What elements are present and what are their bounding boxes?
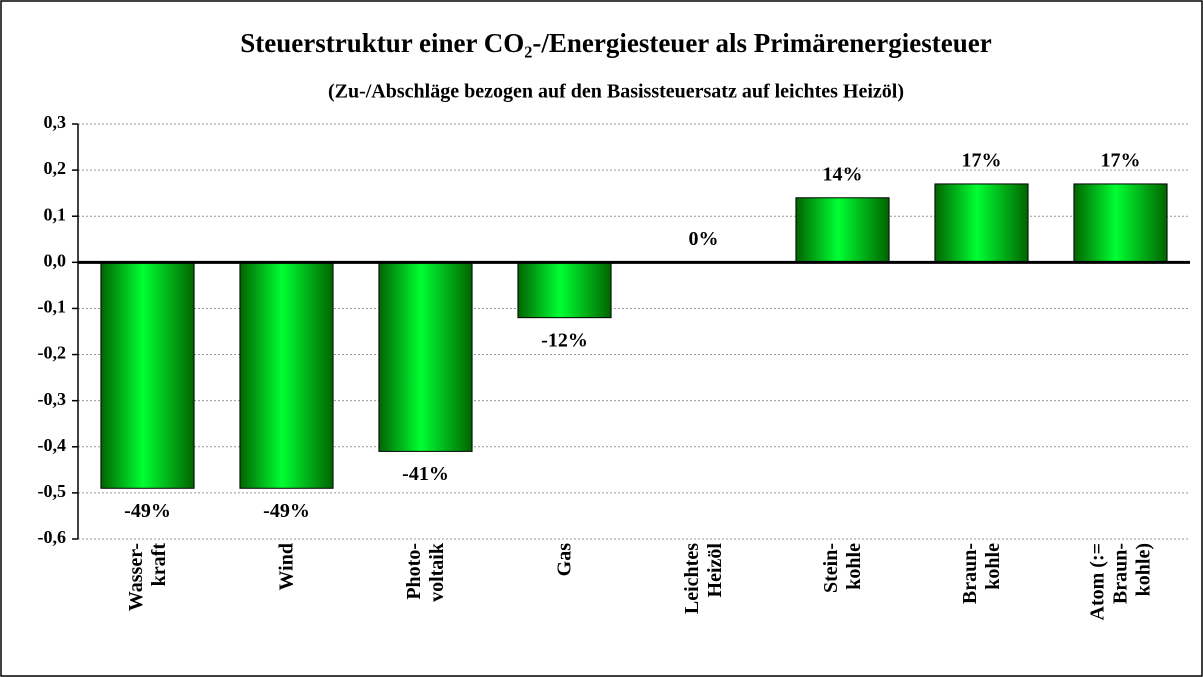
value-label: -49% (124, 500, 171, 522)
y-tick-label: 0,0 (44, 250, 67, 270)
value-label: 0% (689, 228, 719, 250)
y-tick-label: -0,5 (38, 481, 67, 501)
y-tick-label: 0,2 (44, 158, 67, 178)
x-tick-label: Wasser- kraft (124, 543, 170, 612)
y-tick-label: -0,1 (38, 297, 67, 317)
value-label: 14% (823, 163, 863, 185)
bar (517, 261, 612, 319)
x-tick-label: Wind (275, 543, 297, 591)
x-tick-label: Stein- kohle (819, 543, 865, 593)
bar (934, 183, 1029, 263)
chart-subtitle: (Zu-/Abschläge bezogen auf den Basissteu… (328, 81, 904, 103)
x-tick-label: Atom (:= Braun- kohle) (1086, 543, 1154, 621)
value-label: -49% (263, 500, 310, 522)
y-tick-label: -0,6 (38, 527, 67, 547)
value-label: 17% (962, 150, 1002, 172)
x-tick-label: Gas (553, 543, 575, 577)
value-label: -12% (541, 329, 588, 351)
y-tick-label: -0,3 (38, 389, 67, 409)
y-tick-label: -0,4 (38, 435, 67, 455)
bar (239, 261, 334, 489)
value-label: 17% (1101, 150, 1141, 172)
bar (1073, 183, 1168, 263)
x-tick-label: Photo- voltaik (402, 543, 448, 602)
chart-title: Steuerstruktur einer CO₂-/Energiesteuer … (240, 28, 991, 58)
x-tick-label: Leichtes Heizöl (680, 543, 726, 615)
y-tick-label: 0,3 (44, 112, 67, 132)
bar (795, 197, 890, 263)
x-tick-label: Braun- kohle (958, 543, 1004, 605)
bar (378, 261, 473, 452)
value-label: -41% (402, 463, 449, 485)
bar (100, 261, 195, 489)
y-tick-label: -0,2 (38, 343, 67, 363)
y-tick-label: 0,1 (44, 204, 67, 224)
